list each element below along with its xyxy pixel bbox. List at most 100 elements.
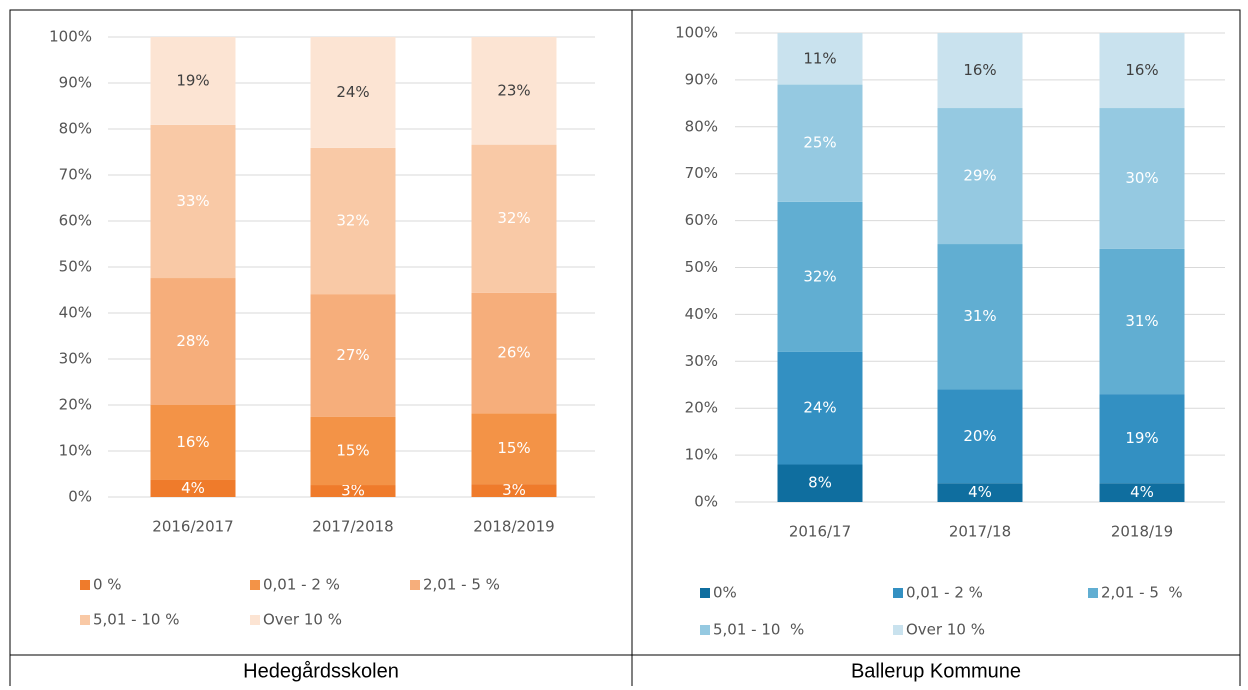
- data-label: 24%: [336, 83, 369, 101]
- bar-segment: [471, 413, 557, 485]
- y-tick-label: 20%: [685, 399, 718, 417]
- data-label: 16%: [1125, 61, 1158, 79]
- y-tick-label: 90%: [59, 74, 92, 92]
- y-tick-label: 70%: [59, 166, 92, 184]
- y-tick-label: 90%: [685, 70, 718, 88]
- bar-segment: [471, 484, 557, 497]
- data-label: 31%: [1125, 312, 1158, 330]
- legend-label: 2,01 - 5 %: [423, 576, 500, 594]
- bar-segment: [150, 278, 236, 405]
- data-label: 28%: [176, 332, 209, 350]
- legend-swatch: [893, 588, 903, 598]
- data-label: 26%: [497, 344, 530, 362]
- bar-segment: [150, 124, 236, 279]
- y-tick-label: 0%: [68, 488, 92, 506]
- y-tick-label: 60%: [685, 211, 718, 229]
- bar-segment: [150, 479, 236, 497]
- data-label: 23%: [497, 81, 530, 99]
- legend-label: Over 10 %: [263, 611, 342, 629]
- bar-segment: [777, 464, 863, 502]
- y-tick-label: 30%: [685, 352, 718, 370]
- data-label: 19%: [176, 71, 209, 89]
- data-label: 15%: [497, 439, 530, 457]
- legend-label: 0,01 - 2 %: [906, 584, 983, 602]
- legend-label: Over 10 %: [906, 621, 985, 639]
- bar-segment: [310, 485, 396, 497]
- data-label: 32%: [497, 209, 530, 227]
- bar-segment: [937, 33, 1023, 109]
- data-label: 24%: [803, 399, 836, 417]
- x-tick-label: 2017/2018: [312, 518, 393, 536]
- legend-label: 5,01 - 10 %: [93, 611, 179, 629]
- legend-label: 5,01 - 10 %: [713, 621, 804, 639]
- legend-swatch: [700, 625, 710, 635]
- bar-segment: [471, 144, 557, 293]
- y-tick-label: 0%: [694, 493, 718, 511]
- data-label: 31%: [963, 307, 996, 325]
- data-label: 32%: [336, 212, 369, 230]
- bar-segment: [471, 292, 557, 414]
- x-tick-label: 2018/19: [1111, 523, 1173, 541]
- legend-swatch: [80, 615, 90, 625]
- y-tick-label: 100%: [675, 24, 718, 42]
- legend-label: 0%: [713, 584, 737, 602]
- legend-label: 0 %: [93, 576, 122, 594]
- y-tick-label: 100%: [49, 28, 92, 46]
- bar-segment: [937, 244, 1023, 390]
- bar-segment: [150, 405, 236, 480]
- bar-segment: [310, 147, 396, 295]
- x-tick-label: 2016/17: [789, 523, 851, 541]
- legend-swatch: [250, 615, 260, 625]
- data-label: 4%: [968, 483, 992, 501]
- y-tick-label: 40%: [685, 305, 718, 323]
- x-tick-label: 2018/2019: [473, 518, 554, 536]
- caption: Ballerup Kommune: [851, 660, 1021, 682]
- legend-label: 0,01 - 2 %: [263, 576, 340, 594]
- y-tick-label: 10%: [685, 446, 718, 464]
- bar-segment: [777, 201, 863, 352]
- y-tick-label: 20%: [59, 396, 92, 414]
- caption: Hedegårdsskolen: [243, 660, 399, 682]
- legend-swatch: [80, 580, 90, 590]
- data-label: 3%: [341, 482, 365, 500]
- legend-swatch: [1088, 588, 1098, 598]
- bar-segment: [777, 33, 863, 85]
- y-tick-label: 40%: [59, 304, 92, 322]
- legend-swatch: [250, 580, 260, 590]
- data-label: 33%: [176, 192, 209, 210]
- y-tick-label: 30%: [59, 350, 92, 368]
- data-label: 30%: [1125, 169, 1158, 187]
- data-label: 32%: [803, 267, 836, 285]
- x-tick-label: 2017/18: [949, 523, 1011, 541]
- y-tick-label: 80%: [59, 120, 92, 138]
- y-tick-label: 80%: [685, 117, 718, 135]
- bar-segment: [1099, 33, 1185, 109]
- legend-label: 2,01 - 5 %: [1101, 584, 1183, 602]
- legend-swatch: [700, 588, 710, 598]
- data-label: 3%: [502, 481, 526, 499]
- bar-segment: [937, 483, 1023, 502]
- y-tick-label: 50%: [685, 258, 718, 276]
- x-tick-label: 2016/2017: [152, 518, 233, 536]
- data-label: 4%: [181, 479, 205, 497]
- data-label: 25%: [803, 134, 836, 152]
- legend-swatch: [893, 625, 903, 635]
- bar-segment: [1099, 248, 1185, 395]
- data-label: 20%: [963, 427, 996, 445]
- bar-segment: [1099, 394, 1185, 484]
- data-label: 27%: [336, 346, 369, 364]
- bar-segment: [937, 389, 1023, 484]
- y-tick-label: 60%: [59, 212, 92, 230]
- bar-segment: [1099, 108, 1185, 249]
- data-label: 29%: [963, 167, 996, 185]
- data-label: 4%: [1130, 483, 1154, 501]
- data-label: 16%: [176, 433, 209, 451]
- y-tick-label: 10%: [59, 442, 92, 460]
- bar-segment: [310, 294, 396, 417]
- bar-segment: [471, 37, 557, 145]
- data-label: 19%: [1125, 429, 1158, 447]
- data-label: 16%: [963, 61, 996, 79]
- data-label: 15%: [336, 442, 369, 460]
